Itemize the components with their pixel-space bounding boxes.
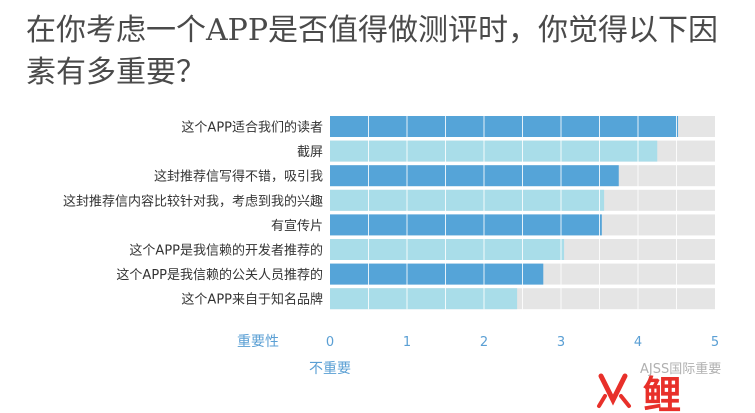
x-axis-low-label: 不重要: [309, 361, 351, 377]
bar: [330, 214, 602, 236]
bar: [330, 165, 619, 187]
x-tick-label: 3: [557, 335, 565, 350]
category-label: 这个APP是我信赖的开发者推荐的: [129, 243, 323, 259]
bar: [330, 116, 679, 137]
bar: [330, 189, 605, 211]
x-tick-label: 1: [403, 335, 411, 350]
x-tick-label: 4: [634, 335, 642, 350]
bar: [330, 140, 658, 162]
gridlines: [368, 116, 677, 310]
category-label: 有宣传片: [271, 218, 323, 234]
chart-title: 在你考虑一个APP是否值得做测评时，你觉得以下因素有多重要？: [26, 13, 719, 90]
x-tick-label: 2: [480, 335, 488, 350]
x-tick-labels: 0 1 2 3 4 5: [326, 335, 719, 350]
bars: [330, 116, 679, 310]
category-labels: 这个APP适合我们的读者截屏这封推荐信写得不错，吸引我这封推荐信内容比较针对我，…: [63, 120, 323, 308]
x-tick-label: 0: [326, 335, 334, 350]
bar: [330, 288, 518, 310]
category-label: 这封推荐信写得不错，吸引我: [154, 169, 323, 185]
bar: [330, 263, 544, 285]
category-label: 这封推荐信内容比较针对我，考虑到我的兴趣: [63, 193, 323, 209]
watermark-text: AJSS国际重要: [640, 362, 722, 377]
x-axis-label: 重要性: [237, 334, 279, 350]
x-tick-label: 5: [711, 335, 719, 350]
logo-char: 鲤: [643, 373, 681, 413]
category-label: 这个APP来自于知名品牌: [181, 292, 323, 308]
watermark-logo: 鲤: [597, 373, 681, 413]
bar: [330, 239, 565, 260]
logo-icon: [597, 373, 631, 408]
category-label: 这个APP适合我们的读者: [181, 120, 323, 136]
category-label: 截屏: [297, 145, 323, 160]
category-label: 这个APP是我信赖的公关人员推荐的: [116, 267, 323, 283]
